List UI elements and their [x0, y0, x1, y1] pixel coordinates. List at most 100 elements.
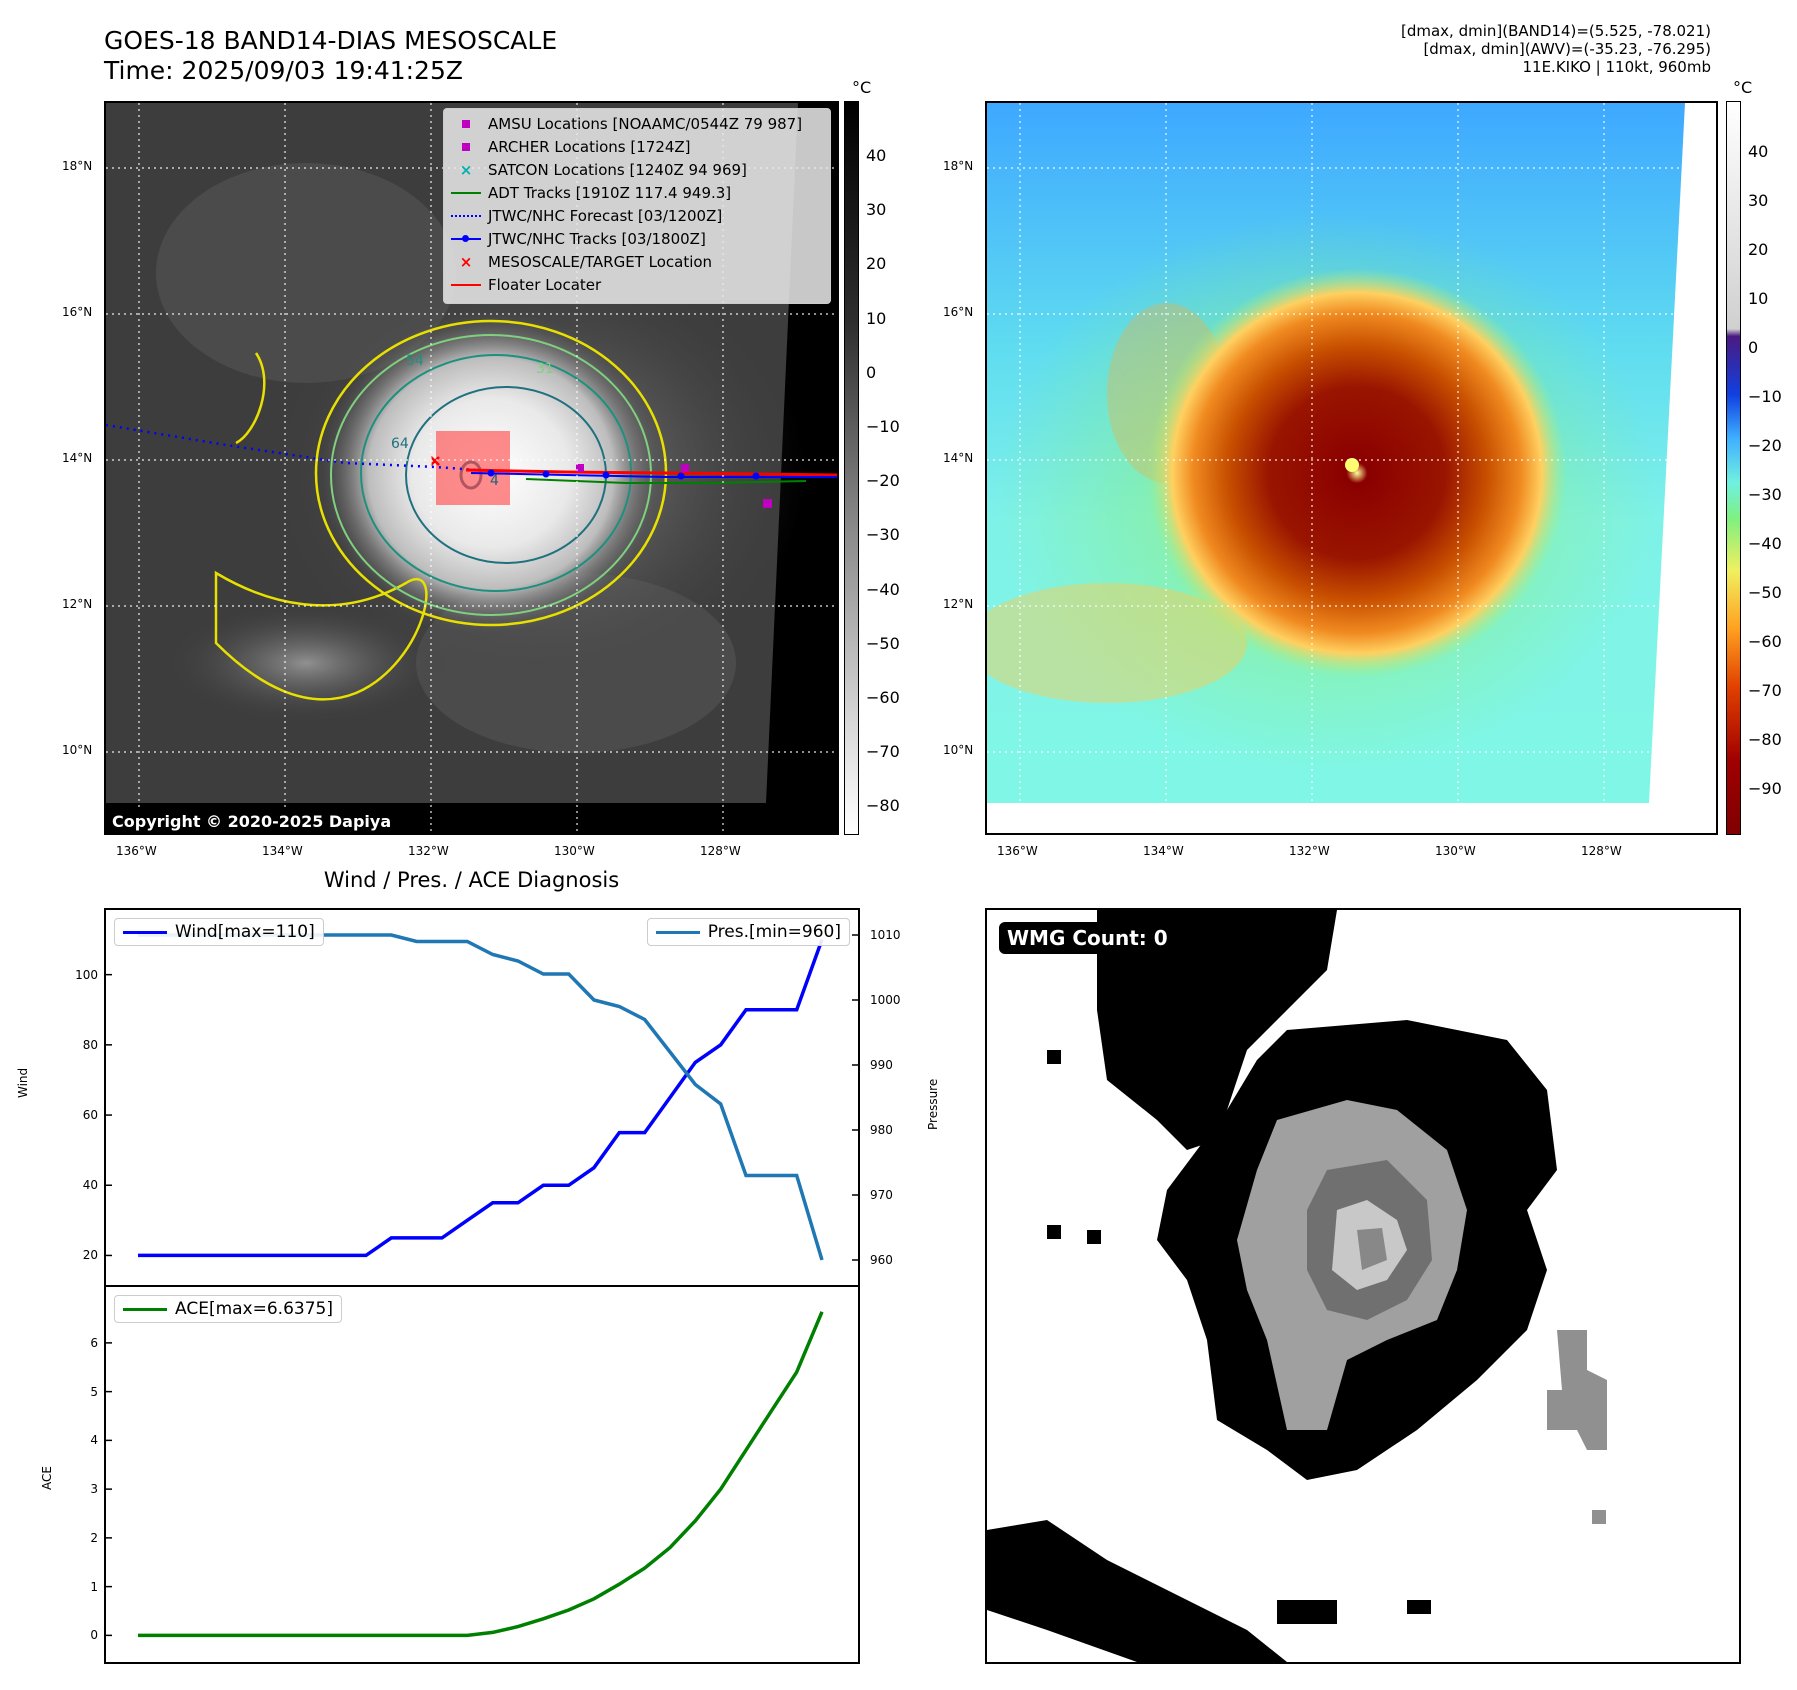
wmg-panel: WMG Count: 0: [985, 908, 1741, 1664]
ir-colorbar-tick-label: 30: [866, 200, 887, 220]
y-tick-label: 960: [870, 1253, 893, 1267]
diagnosis-title: Wind / Pres. / ACE Diagnosis: [323, 868, 620, 892]
legend-label: ARCHER Locations [1724Z]: [488, 138, 691, 156]
ir-lon-130: 130°W: [554, 844, 595, 858]
mesoscale-target-box: [436, 431, 510, 505]
ir-colorbar: [844, 101, 859, 835]
color-colorbar-tick-label: −90: [1748, 779, 1782, 798]
ir-lat-12: 12°N: [62, 597, 93, 611]
contour-label-4: 4: [490, 473, 499, 489]
figure-title: GOES-18 BAND14-DIAS MESOSCALE Time: 2025…: [104, 26, 557, 86]
ir-colorbar-unit: °C: [852, 78, 872, 97]
title-line-2: Time: 2025/09/03 19:41:25Z: [104, 56, 463, 85]
color-colorbar-tick-label: 10: [1748, 289, 1769, 308]
ace-panel: ACE[max=6.6375]: [104, 1285, 860, 1664]
line-icon: [451, 284, 481, 286]
square-marker-icon: [462, 120, 470, 128]
y-tick-label: 80: [82, 1037, 98, 1052]
storm-summary: 11E.KIKO | 110kt, 960mb: [1522, 58, 1711, 76]
ir-colorbar-tick-label: 20: [866, 254, 887, 274]
color-enhanced-panel: [985, 101, 1718, 835]
ir-colorbar-tick-label: −10: [866, 417, 900, 436]
color-lon-130: 130°W: [1435, 844, 1476, 858]
ace-legend-label: ACE[max=6.6375]: [175, 1299, 333, 1319]
ir-lat-10: 10°N: [62, 743, 93, 757]
target-location-marker: [430, 456, 440, 466]
ir-colorbar-tick-label: −80: [866, 796, 900, 816]
dotted-line-icon: [451, 215, 481, 217]
ir-lon-132: 132°W: [408, 844, 449, 858]
color-lon-128: 128°W: [1581, 844, 1622, 858]
color-colorbar-unit: °C: [1733, 78, 1753, 97]
color-colorbar-tick-label: −20: [1748, 436, 1782, 455]
color-colorbar-tick-label: −40: [1748, 534, 1782, 553]
color-colorbar-tick-label: −60: [1748, 632, 1782, 651]
ir-lat-18: 18°N: [62, 159, 93, 173]
line-icon: [451, 192, 481, 194]
y-tick-label: 100: [75, 967, 98, 982]
wind-axis-label: Wind: [16, 1067, 30, 1098]
y-tick-label: 990: [870, 1058, 893, 1072]
color-lat-14: 14°N: [943, 451, 974, 465]
ir-colorbar-tick-label: −70: [866, 742, 900, 762]
color-lon-136: 136°W: [997, 844, 1038, 858]
line-icon: [123, 1307, 167, 1311]
legend-label: Floater Locater: [488, 276, 602, 294]
pressure-axis-label: Pressure: [926, 1078, 940, 1130]
ir-lon-136: 136°W: [116, 844, 157, 858]
color-colorbar-tick-label: 20: [1748, 240, 1769, 259]
ir-colorbar-tick-label: 10: [866, 308, 887, 328]
color-lat-10: 10°N: [943, 743, 974, 757]
legend-label: JTWC/NHC Tracks [03/1800Z]: [488, 230, 706, 248]
color-colorbar-tick-label: 40: [1748, 142, 1769, 161]
color-lat-16: 16°N: [943, 305, 974, 319]
y-tick-label: 970: [870, 1188, 893, 1202]
copyright-label: Copyright © 2020-2025 Dapiya: [106, 810, 398, 833]
ir-colorbar-tick-label: −20: [866, 471, 900, 491]
color-lon-132: 132°W: [1289, 844, 1330, 858]
y-tick-label: 1000: [870, 993, 901, 1007]
y-tick-label: 6: [90, 1335, 98, 1350]
y-tick-label: 1: [90, 1579, 98, 1594]
contour-label-31: 31: [536, 361, 554, 377]
wind-pressure-panel: Wind[max=110] Pres.[min=960]: [104, 908, 860, 1287]
ir-colorbar-tick-label: −30: [866, 525, 900, 545]
ir-lat-16: 16°N: [62, 305, 93, 319]
color-colorbar-tick-label: 30: [1748, 191, 1769, 210]
ace-legend: ACE[max=6.6375]: [114, 1295, 342, 1323]
adt-track: [525, 478, 807, 484]
y-tick-label: 3: [90, 1482, 98, 1497]
ir-colorbar-tick-label: 0: [866, 362, 877, 382]
y-tick-label: 5: [90, 1384, 98, 1399]
pressure-legend-label: Pres.[min=960]: [707, 922, 841, 942]
wind-pressure-plot: [106, 933, 858, 1261]
legend-label: JTWC/NHC Forecast [03/1200Z]: [488, 207, 723, 225]
ace-plot: [106, 1311, 824, 1638]
legend-amsu: AMSU Locations [NOAAMC/0544Z 79 987]: [444, 113, 802, 135]
legend-tracks: JTWC/NHC Tracks [03/1800Z]: [444, 228, 706, 250]
line-dot-icon: [451, 235, 481, 242]
legend-satcon: × SATCON Locations [1240Z 94 969]: [444, 159, 747, 181]
ace-axis-label: ACE: [40, 1466, 54, 1490]
y-tick-label: 1010: [870, 928, 901, 942]
legend-label: SATCON Locations [1240Z 94 969]: [488, 161, 747, 179]
y-tick-label: 0: [90, 1628, 98, 1643]
legend-archer: ARCHER Locations [1724Z]: [444, 136, 691, 158]
amsu-archer-markers: [576, 464, 772, 508]
ir-colorbar-tick-label: 40: [866, 146, 887, 165]
y-tick-label: 40: [82, 1178, 98, 1193]
color-colorbar-tick-label: −50: [1748, 583, 1782, 602]
x-marker-icon: ×: [459, 253, 473, 271]
color-imagery: [987, 103, 1716, 833]
series-line: [138, 939, 824, 1258]
y-tick-label: 980: [870, 1123, 893, 1137]
color-colorbar-tick-label: −10: [1748, 387, 1782, 406]
color-lon-134: 134°W: [1143, 844, 1184, 858]
ir-lon-128: 128°W: [700, 844, 741, 858]
legend-label: ADT Tracks [1910Z 117.4 949.3]: [488, 184, 732, 202]
color-colorbar-tick-label: 0: [1748, 338, 1759, 357]
series-line: [138, 1311, 824, 1638]
legend-target: × MESOSCALE/TARGET Location: [444, 251, 712, 273]
legend-adt: ADT Tracks [1910Z 117.4 949.3]: [444, 182, 731, 204]
color-colorbar-tick-label: −80: [1748, 730, 1782, 749]
